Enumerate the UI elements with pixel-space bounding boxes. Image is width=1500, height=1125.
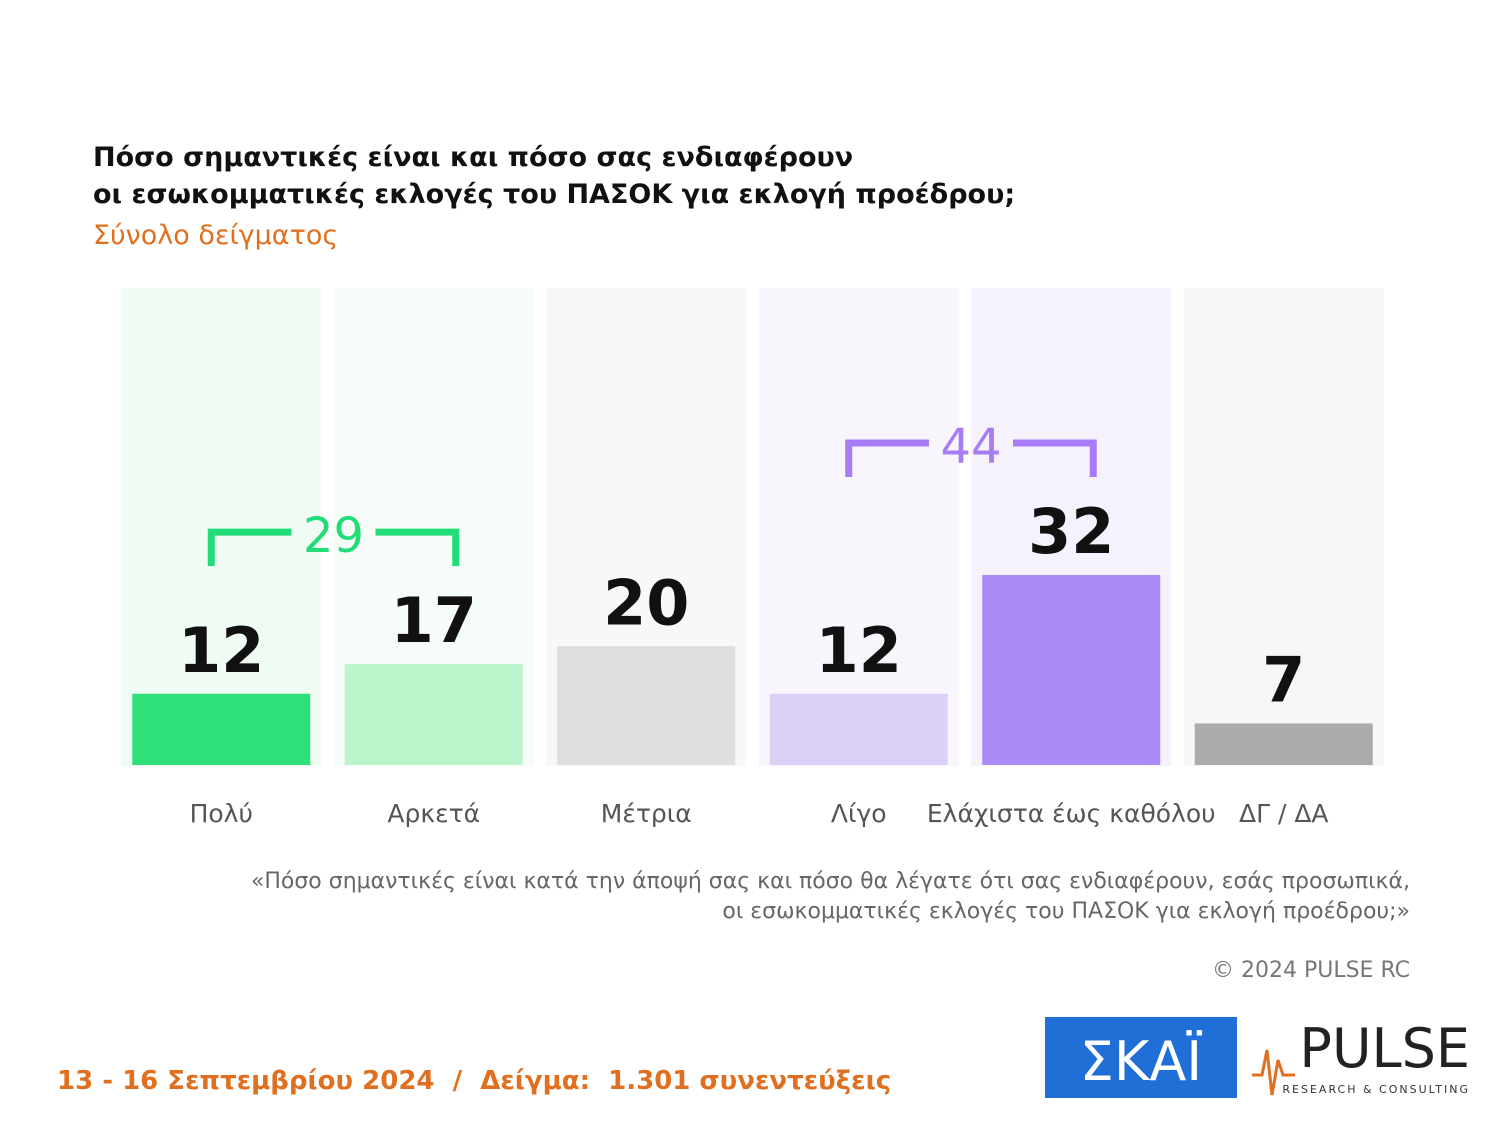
logo-right: PULSE	[1299, 1017, 1470, 1080]
chart-title: οι εσωκομματικές εκλογές του ΠΑΣΟΚ για ε…	[93, 179, 1015, 210]
column-bg	[1183, 288, 1384, 766]
note: «Πόσο σημαντικές είναι κατά την άποψή σα…	[251, 869, 1410, 894]
data-label: 12	[178, 614, 264, 687]
bracket	[1013, 439, 1097, 477]
column-bg	[121, 288, 322, 766]
bracket	[375, 528, 460, 567]
x-tick-label: Πολύ	[190, 799, 253, 828]
x-tick-label: Λίγο	[831, 799, 887, 828]
bracket	[845, 439, 929, 477]
bar	[132, 693, 311, 765]
bar	[769, 693, 948, 765]
data-label: 32	[1028, 495, 1114, 568]
bar	[557, 646, 736, 765]
copyright: © 2024 PULSE RC	[1212, 958, 1410, 983]
bar	[1194, 723, 1373, 765]
data-label: 7	[1262, 643, 1305, 716]
bar	[982, 575, 1161, 765]
chart-title: Πόσο σημαντικές είναι και πόσο σας ενδια…	[93, 142, 853, 173]
logo-left: ΣΚΑΪ	[1080, 1030, 1202, 1093]
column-bg	[758, 288, 959, 766]
x-tick-label: Μέτρια	[601, 799, 692, 828]
data-label: 12	[816, 614, 902, 687]
x-tick-label: ΔΓ / ΔΑ	[1239, 799, 1329, 828]
bracket-label: 44	[940, 419, 1001, 475]
data-label: 17	[391, 584, 477, 657]
data-label: 20	[603, 566, 689, 639]
x-tick-label: Ελάχιστα έως καθόλου	[927, 799, 1216, 828]
logo-wave	[1252, 1049, 1295, 1096]
footer-text: 13 - 16 Σεπτεμβρίου 2024 / Δείγμα: 1.301…	[57, 1066, 891, 1096]
logo-box	[1045, 1017, 1237, 1098]
logo-right-sub: RESEARCH & CONSULTING	[1282, 1083, 1470, 1096]
bracket-label: 29	[303, 508, 364, 564]
note: οι εσωκομματικές εκλογές του ΠΑΣΟΚ για ε…	[722, 899, 1410, 924]
x-tick-label: Αρκετά	[387, 799, 480, 828]
bar	[344, 664, 523, 765]
chart-subtitle: Σύνολο δείγματος	[93, 220, 338, 251]
bracket	[207, 528, 292, 567]
